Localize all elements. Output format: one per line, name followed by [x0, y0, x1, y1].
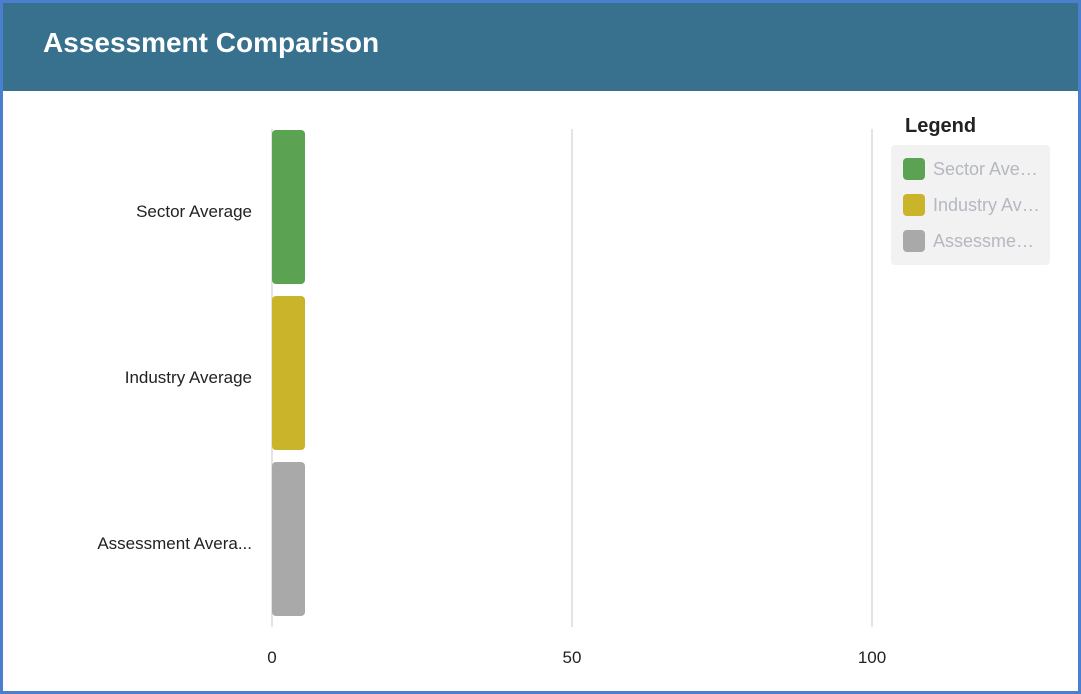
bar-1[interactable]: [272, 130, 305, 284]
category-label: Assessment Avera...: [97, 534, 252, 553]
legend-item-label: Assessme…: [933, 231, 1035, 251]
legend-swatch: [903, 194, 925, 216]
bar-2[interactable]: [272, 296, 305, 450]
legend-item-assessment-average[interactable]: Assessme…: [903, 229, 1043, 253]
x-tick-label: 0: [267, 648, 277, 667]
legend-title: Legend: [905, 115, 977, 137]
category-label: Sector Average: [136, 202, 252, 221]
legend-item-label: Industry Av…: [933, 195, 1040, 215]
legend-item-industry-average[interactable]: Industry Av…: [903, 193, 1043, 217]
legend-box: Sector Aver… Industry Av… Assessme…: [891, 145, 1050, 265]
legend-swatch: [903, 158, 925, 180]
legend-item-label: Sector Aver…: [933, 159, 1041, 179]
x-tick-label: 50: [562, 648, 582, 667]
bar-3[interactable]: [272, 462, 305, 616]
legend-item-sector-average[interactable]: Sector Aver…: [903, 157, 1043, 181]
legend-swatch: [903, 230, 925, 252]
card-header: Assessment Comparison: [3, 3, 1078, 91]
category-label: Industry Average: [124, 368, 252, 387]
page-title: Assessment Comparison: [43, 27, 380, 58]
x-tick-label: 100: [857, 648, 887, 667]
